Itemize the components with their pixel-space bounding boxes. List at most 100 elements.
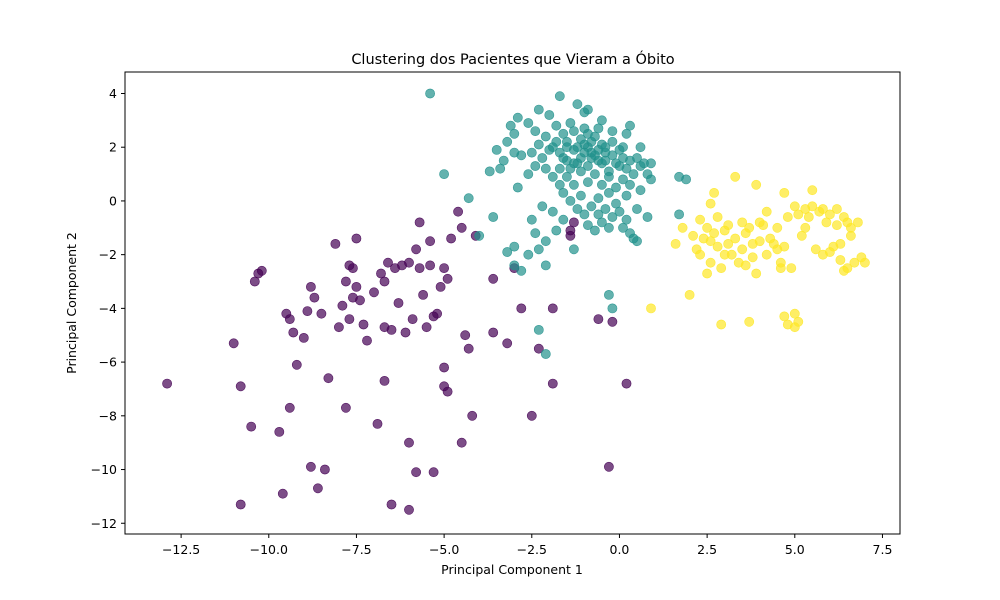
cluster-0-point-73: [488, 327, 499, 338]
chart-title: Clustering dos Pacientes que Vieram a Ób…: [351, 50, 674, 68]
y-tick-label: 4: [109, 86, 117, 101]
cluster-1-point-48: [495, 163, 506, 174]
y-tick-label: −12: [91, 516, 117, 531]
x-tick-label: 7.5: [873, 542, 893, 557]
cluster-1-point-23: [607, 136, 618, 147]
cluster-0-point-88: [428, 467, 439, 478]
cluster-0-points: [162, 206, 632, 515]
cluster-1-point-143: [576, 190, 586, 201]
cluster-1-point-119: [593, 123, 604, 134]
y-tick-label: −6: [99, 355, 117, 370]
cluster-1-point-72: [607, 212, 618, 222]
cluster-1-point-88: [530, 228, 541, 239]
cluster-0-point-68: [456, 222, 467, 233]
cluster-0-point-8: [274, 426, 285, 437]
cluster-2-point-43: [803, 212, 814, 222]
cluster-0-point-12: [288, 327, 299, 338]
cluster-0-point-35: [355, 295, 365, 306]
cluster-0-point-93: [379, 375, 390, 386]
cluster-1-point-130: [614, 161, 625, 171]
cluster-0-point-7: [256, 265, 267, 276]
cluster-0-point-80: [547, 378, 558, 389]
cluster-1-point-55: [576, 166, 586, 177]
cluster-0-point-26: [340, 276, 351, 287]
cluster-1-point-100: [569, 244, 579, 255]
cluster-0-point-34: [344, 314, 355, 324]
cluster-0-point-94: [565, 225, 576, 236]
cluster-1-point-7: [583, 104, 593, 115]
cluster-2-point-19: [730, 171, 741, 182]
cluster-2-point-52: [835, 255, 846, 265]
cluster-0-point-81: [547, 303, 558, 314]
cluster-0-point-74: [488, 273, 499, 284]
cluster-1-point-0: [425, 88, 435, 99]
cluster-2-point-61: [832, 204, 842, 214]
cluster-2-point-66: [737, 217, 748, 228]
cluster-1-point-89: [540, 236, 551, 247]
cluster-0-point-91: [404, 504, 414, 515]
cluster-2-point-74: [744, 222, 755, 233]
y-tick-label: 2: [109, 140, 117, 155]
cluster-2-point-4: [688, 230, 698, 241]
cluster-2-point-0: [646, 303, 656, 314]
cluster-2-point-68: [705, 236, 716, 247]
cluster-0-point-28: [347, 263, 358, 273]
cluster-1-point-56: [583, 177, 593, 187]
cluster-1-point-49: [509, 147, 520, 158]
cluster-1-point-111: [674, 209, 684, 220]
cluster-2-point-31: [772, 222, 783, 233]
cluster-0-point-45: [393, 298, 404, 308]
x-tick-label: −5.0: [429, 542, 459, 557]
cluster-0-point-77: [516, 303, 527, 314]
cluster-0-point-2: [235, 381, 246, 392]
cluster-0-point-15: [302, 306, 313, 316]
cluster-1-point-44: [523, 169, 534, 179]
cluster-2-point-65: [751, 179, 762, 190]
cluster-0-point-30: [351, 281, 362, 292]
cluster-0-point-4: [246, 421, 257, 432]
cluster-0-point-58: [414, 217, 425, 228]
cluster-0-point-64: [442, 273, 453, 284]
cluster-1-point-151: [562, 142, 572, 153]
cluster-1-point-76: [590, 225, 600, 236]
cluster-1-point-73: [614, 206, 625, 217]
cluster-2-point-37: [786, 263, 797, 273]
cluster-2-point-62: [789, 201, 800, 212]
cluster-0-point-21: [319, 464, 330, 475]
cluster-2-point-87: [754, 217, 765, 228]
cluster-1-point-149: [583, 128, 593, 139]
cluster-2-point-73: [768, 238, 779, 249]
cluster-2-point-26: [751, 268, 762, 279]
cluster-1-point-131: [600, 142, 611, 153]
cluster-1-point-67: [572, 204, 583, 214]
cluster-2-point-77: [775, 263, 786, 273]
cluster-1-point-3: [533, 104, 544, 115]
cluster-1-point-2: [572, 99, 583, 110]
cluster-1-point-13: [540, 131, 551, 142]
cluster-2-point-21: [737, 244, 748, 255]
cluster-0-point-52: [414, 263, 425, 273]
cluster-0-point-0: [162, 378, 172, 389]
cluster-1-point-65: [558, 187, 569, 198]
cluster-0-point-19: [312, 483, 323, 494]
cluster-1-point-138: [533, 139, 544, 150]
cluster-1-point-146: [621, 190, 632, 201]
cluster-2-point-14: [716, 319, 727, 330]
cluster-2-point-78: [825, 247, 835, 257]
cluster-0-point-48: [404, 257, 414, 268]
cluster-1-point-147: [554, 179, 565, 190]
cluster-1-point-106: [491, 144, 502, 155]
cluster-0-point-14: [298, 332, 309, 343]
cluster-1-point-145: [646, 158, 656, 169]
cluster-2-point-81: [723, 220, 734, 230]
cluster-1-point-114: [625, 120, 635, 131]
y-tick-label: 0: [109, 193, 117, 208]
cluster-1-point-47: [498, 155, 509, 166]
cluster-0-point-69: [460, 330, 471, 341]
cluster-2-point-59: [860, 257, 870, 268]
cluster-0-point-38: [372, 418, 383, 429]
cluster-2-point-18: [730, 233, 741, 244]
cluster-1-point-150: [618, 142, 628, 153]
cluster-2-point-76: [702, 268, 712, 279]
cluster-1-point-101: [463, 193, 474, 204]
